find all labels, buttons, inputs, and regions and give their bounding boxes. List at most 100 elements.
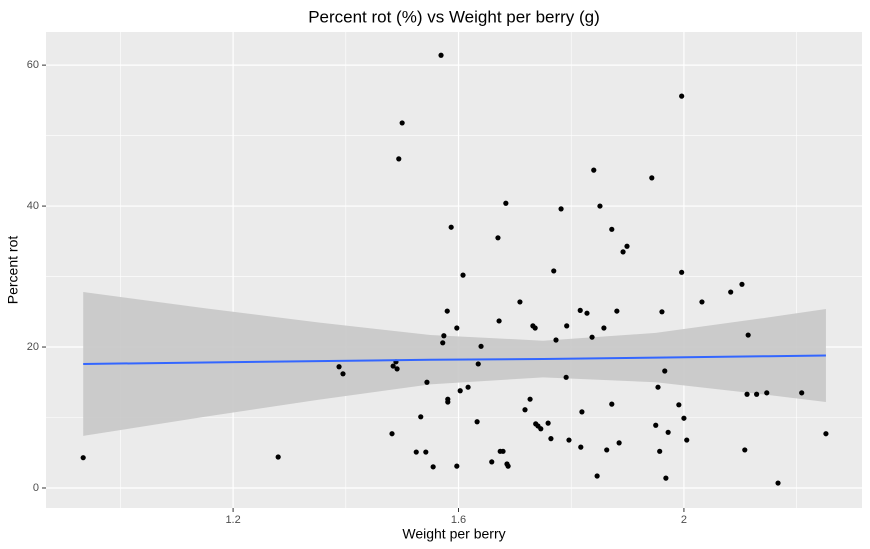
point <box>457 388 463 394</box>
point <box>438 52 444 58</box>
fit-line <box>83 354 826 365</box>
point <box>500 448 506 454</box>
point <box>744 391 750 397</box>
point <box>653 422 659 428</box>
point <box>564 323 570 329</box>
point <box>517 299 523 305</box>
point <box>465 384 471 390</box>
point <box>665 429 671 435</box>
point <box>390 363 396 369</box>
point <box>754 391 760 397</box>
point <box>597 203 603 209</box>
point <box>558 206 564 212</box>
point <box>340 371 346 377</box>
point <box>553 337 559 343</box>
y-tick-label: 0 <box>33 482 39 494</box>
point <box>601 325 607 331</box>
point <box>454 463 460 469</box>
point <box>448 224 454 230</box>
point <box>745 332 751 338</box>
point <box>522 407 528 413</box>
point <box>616 440 622 446</box>
y-tick-label: 40 <box>27 200 39 212</box>
point <box>566 437 572 443</box>
point <box>503 200 509 206</box>
point <box>527 396 533 402</box>
point <box>454 325 460 331</box>
point <box>663 475 669 481</box>
point <box>584 310 590 316</box>
point <box>699 299 705 305</box>
point <box>396 156 402 162</box>
point <box>591 167 597 173</box>
point <box>799 390 805 396</box>
point <box>275 454 281 460</box>
point <box>676 402 682 408</box>
point <box>441 333 447 339</box>
point <box>594 473 600 479</box>
point <box>614 308 620 314</box>
point <box>413 449 419 455</box>
point <box>389 431 395 437</box>
point <box>775 480 781 486</box>
point <box>336 364 342 370</box>
point <box>399 120 405 126</box>
point <box>538 426 544 432</box>
point <box>440 340 446 346</box>
plot-panel <box>46 32 862 508</box>
y-tick-label: 20 <box>27 341 39 353</box>
point <box>739 281 745 287</box>
point <box>742 447 748 453</box>
point <box>80 455 86 461</box>
point <box>578 444 584 450</box>
point <box>609 401 615 407</box>
x-tick-label: 2 <box>681 514 687 526</box>
point <box>684 437 690 443</box>
point <box>620 249 626 255</box>
point <box>424 379 430 385</box>
point <box>423 449 429 455</box>
x-tick-label: 1.2 <box>225 514 240 526</box>
point <box>496 318 502 324</box>
point <box>460 272 466 278</box>
point <box>624 243 630 249</box>
point <box>532 325 538 331</box>
point <box>649 175 655 181</box>
point <box>657 448 663 454</box>
point <box>604 447 610 453</box>
point <box>445 399 451 405</box>
point <box>662 368 668 374</box>
point <box>495 235 501 241</box>
point <box>679 93 685 99</box>
point <box>577 307 583 313</box>
point <box>609 226 615 232</box>
point <box>551 268 557 274</box>
point <box>655 384 661 390</box>
point <box>728 289 734 295</box>
point <box>681 415 687 421</box>
point <box>679 269 685 275</box>
point <box>545 420 551 426</box>
confidence-band <box>83 292 826 436</box>
point <box>823 431 829 437</box>
point <box>764 390 770 396</box>
point <box>394 366 400 372</box>
x-tick-label: 1.6 <box>451 514 466 526</box>
y-axis-label: Percent rot <box>5 236 21 305</box>
point <box>489 459 495 465</box>
point <box>579 409 585 415</box>
point <box>474 419 480 425</box>
point <box>430 464 436 470</box>
point <box>475 361 481 367</box>
point <box>444 308 450 314</box>
y-tick-label: 60 <box>27 59 39 71</box>
point <box>548 436 554 442</box>
point <box>589 334 595 340</box>
point <box>659 309 665 315</box>
point <box>505 463 511 469</box>
chart-title: Percent rot (%) vs Weight per berry (g) <box>308 7 600 26</box>
point <box>563 374 569 380</box>
point <box>478 343 484 349</box>
x-axis-label: Weight per berry <box>402 526 505 542</box>
